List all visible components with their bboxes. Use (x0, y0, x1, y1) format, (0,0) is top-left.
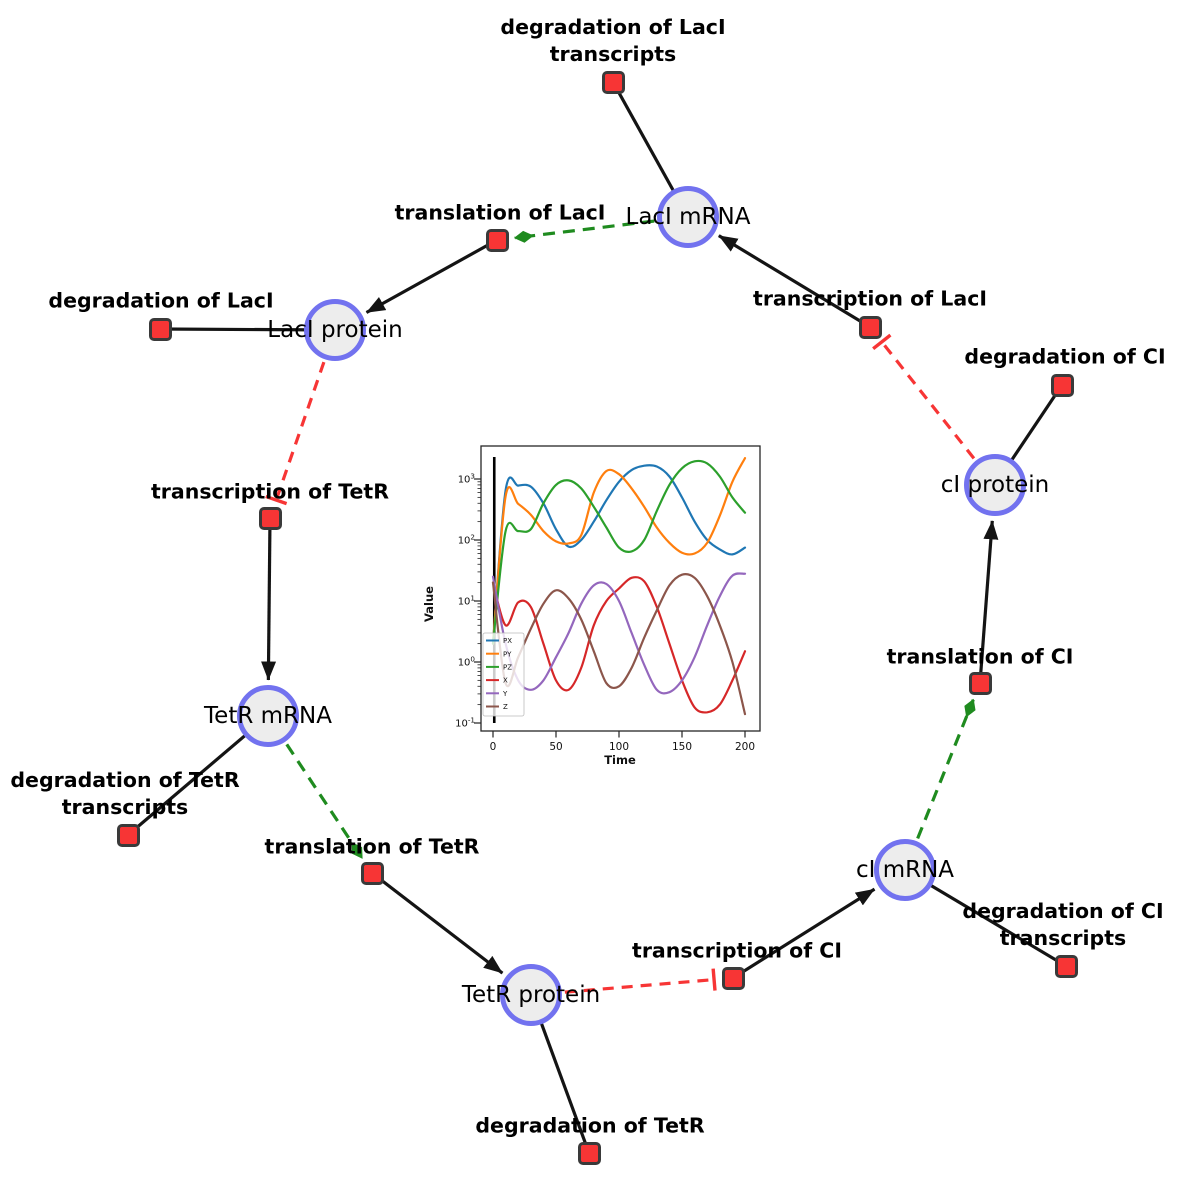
reaction-label-degradation-of-ci: degradation of CI (964, 344, 1165, 371)
species-node-tetr-mrna (237, 685, 299, 747)
edge-production-transcription-of-laci (717, 234, 871, 329)
edge-modifier-translation-of-laci (513, 219, 655, 243)
reaction-label-line: degradation of TetR (10, 768, 240, 792)
reaction-label-transcription-of-tetr: transcription of TetR (151, 479, 389, 506)
edge-inhibition-transcription-of-tetr (274, 361, 326, 501)
species-label-ci-protein: cI protein (940, 472, 1050, 498)
reaction-label-translation-of-ci: translation of CI (887, 644, 1074, 671)
x-tick-label: 200 (735, 741, 755, 753)
species-node-ci-mrna (874, 839, 936, 901)
reaction-label-line: translation of LacI (394, 200, 606, 225)
legend-label-PX: PX (503, 637, 512, 645)
y-axis-label: Value (422, 586, 436, 622)
species-node-laci-protein (304, 299, 366, 361)
series-Z (491, 573, 747, 716)
x-tick-label: 150 (672, 741, 692, 753)
y-tick-label: 10-1 (455, 716, 475, 730)
inhibition-bar-transcription-of-ci (711, 968, 717, 991)
species-label-laci-mrna: LacI mRNA (625, 204, 751, 230)
chart-legend: PX PY PZ XYZ (482, 632, 525, 717)
reaction-label-line: degradation of CI (964, 344, 1166, 369)
series-PX (491, 464, 747, 645)
reaction-node-degradation-of-tetr-transcripts (116, 823, 140, 847)
reaction-label-line: degradation of LacI (500, 15, 726, 39)
reaction-label-degradation-of-ci-transcripts: degradation of CI transcripts (962, 898, 1163, 952)
y-tick-label: 100 (458, 655, 476, 669)
legend-label-Z: Z (503, 703, 508, 711)
reaction-label-line: transcription of TetR (150, 479, 390, 504)
series-X (491, 576, 747, 714)
reaction-node-transcription-of-ci (721, 966, 745, 990)
edge-production-transcription-of-ci (732, 887, 876, 980)
y-tick-label: 103 (458, 472, 475, 486)
legend-label-Y: Y (502, 690, 508, 698)
edge-production-translation-of-ci (978, 520, 999, 684)
reaction-node-degradation-of-ci-transcripts (1054, 954, 1078, 978)
reaction-label-degradation-of-tetr-transcripts: degradation of TetR transcripts (10, 767, 239, 821)
reaction-label-line: degradation of TetR (475, 1113, 705, 1138)
series-Y (491, 572, 747, 695)
reaction-label-line: transcripts (61, 795, 189, 819)
inset-time-series-chart: PX PY PZ XYZ 0 50 100 150 200 10-1 100 101 102 103 Tim… (422, 445, 761, 767)
y-tick-label: 102 (458, 533, 475, 547)
reaction-label-line: degradation of LacI (48, 288, 274, 313)
x-axis-label: Time (604, 753, 636, 767)
species-label-laci-protein: LacI protein (267, 317, 403, 343)
series-PZ (491, 459, 747, 645)
reaction-label-line: transcription of CI (632, 938, 842, 963)
edge-inhibition-transcription-of-ci (564, 977, 715, 994)
edge-production-translation-of-laci (365, 238, 498, 314)
reaction-node-translation-of-laci (485, 228, 509, 252)
species-label-tetr-mrna: TetR mRNA (204, 703, 332, 729)
series-PY (491, 457, 747, 645)
species-node-laci-mrna (657, 186, 719, 248)
edge-production-translation-of-tetr (371, 871, 504, 975)
reaction-node-transcription-of-laci (858, 315, 882, 339)
reaction-label-line: transcription of LacI (753, 286, 987, 311)
legend-label-PZ: PZ (503, 664, 512, 672)
reaction-label-line: transcripts (999, 926, 1127, 950)
reaction-label-degradation-of-laci-transcripts: degradation of LacI transcripts (500, 14, 725, 68)
reaction-node-translation-of-ci (968, 671, 992, 695)
chart-frame (480, 445, 761, 732)
reaction-label-translation-of-laci: translation of LacI (395, 200, 606, 227)
reaction-label-translation-of-tetr: translation of TetR (265, 834, 480, 861)
edge-inhibition-transcription-of-laci (880, 340, 976, 460)
reaction-label-line: transcripts (549, 42, 677, 66)
edge-production-transcription-of-tetr (261, 517, 277, 681)
species-node-tetr-protein (500, 964, 562, 1026)
reaction-node-degradation-of-laci (148, 317, 172, 341)
x-tick-label: 100 (609, 741, 629, 753)
legend-label-PY: PY (503, 650, 512, 658)
inhibition-bar-transcription-of-tetr (265, 494, 288, 506)
reaction-label-line: degradation of CI (962, 899, 1164, 923)
x-tick-label: 0 (490, 741, 497, 753)
species-label-ci-mrna: cI mRNA (855, 857, 955, 883)
edge-modifier-translation-of-ci (916, 698, 976, 840)
reaction-label-line: translation of CI (886, 644, 1074, 669)
reaction-node-degradation-of-ci (1050, 373, 1074, 397)
species-label-tetr-protein: TetR protein (461, 982, 601, 1008)
y-tick-label: 101 (458, 594, 475, 608)
inhibition-bar-transcription-of-laci (872, 333, 892, 351)
reaction-label-transcription-of-ci: transcription of CI (632, 938, 842, 965)
reaction-label-degradation-of-tetr: degradation of TetR (475, 1113, 704, 1140)
reaction-node-degradation-of-laci-transcripts (601, 70, 625, 94)
x-tick-label: 50 (549, 741, 562, 753)
edge-modifier-translation-of-tetr (285, 743, 364, 859)
species-node-ci-protein (964, 454, 1026, 516)
edge-consumption-degradation-of-ci-transcripts (904, 868, 1067, 968)
legend-label-X: X (503, 677, 508, 685)
reaction-node-transcription-of-tetr (258, 506, 282, 530)
reaction-node-translation-of-tetr (360, 861, 384, 885)
reaction-label-transcription-of-laci: transcription of LacI (753, 286, 987, 313)
reaction-label-line: translation of TetR (264, 834, 480, 859)
reaction-label-degradation-of-laci: degradation of LacI (48, 288, 273, 315)
reaction-node-degradation-of-tetr (577, 1141, 601, 1165)
